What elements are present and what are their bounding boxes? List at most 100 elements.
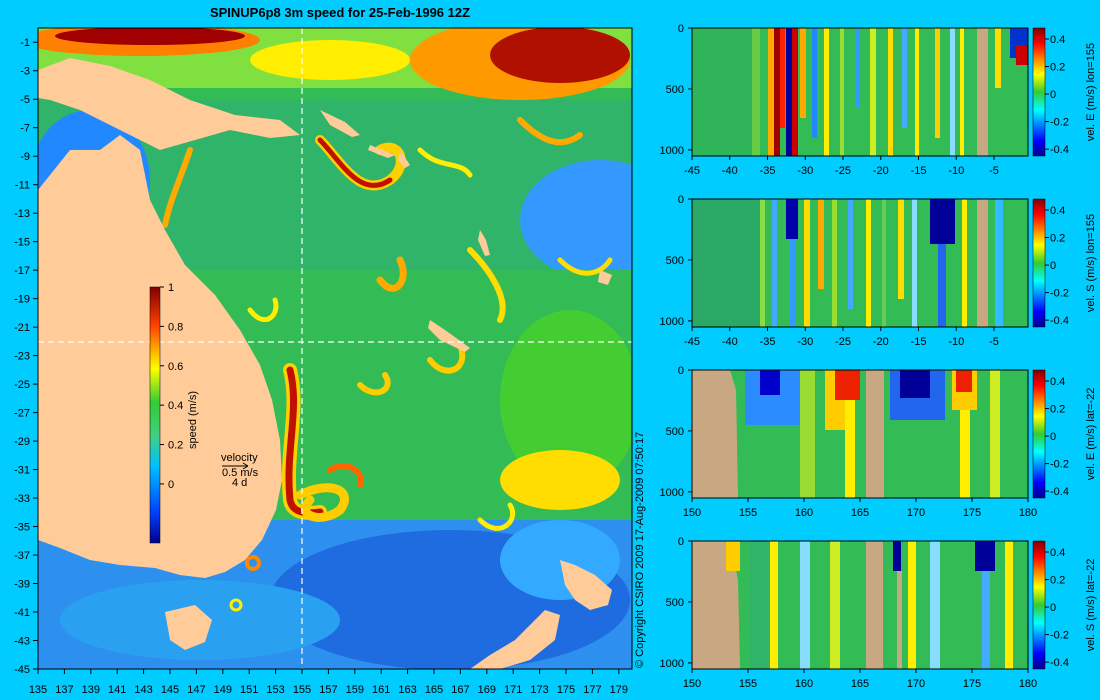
section-x-tick-label: 180 [1019, 678, 1037, 690]
map-x-tick-label: 145 [161, 684, 179, 696]
section-x-tick-label: 175 [963, 507, 981, 519]
map-y-tick-label: -31 [14, 465, 30, 477]
section-colorbar-tick-label: 0 [1050, 602, 1056, 614]
section-colorbar-tick-label: 0.4 [1050, 34, 1065, 46]
speed-colorbar-tick-label: 0.8 [168, 321, 183, 333]
section-colorbar [1032, 27, 1046, 157]
section-colorbar-tick-label: 0.2 [1050, 404, 1065, 416]
section-colorbar-tick-label: 0.2 [1050, 233, 1065, 245]
map-x-tick-label: 173 [530, 684, 548, 696]
map-y-tick-label: -43 [14, 636, 30, 648]
velocity-key-speed: 0.5 m/s [222, 467, 259, 479]
section-x-tick-label: -40 [722, 336, 738, 348]
section-x-tick-label: -10 [948, 336, 964, 348]
map-x-tick-label: 167 [451, 684, 469, 696]
speed-colorbar-ticks: 0 0.2 0.4 0.6 0.8 1 [160, 282, 183, 491]
section-y-tick-label: 0 [678, 23, 684, 35]
section-y-tick-label: 500 [666, 426, 684, 438]
map-y-tick-label: -29 [14, 436, 30, 448]
section-colorbar-tick-label: -0.4 [1050, 486, 1069, 498]
map-x-tick-label: 155 [293, 684, 311, 696]
map-x-tick-label: 165 [425, 684, 443, 696]
section-x-tick-label: -35 [760, 336, 776, 348]
map-x-tick-label: 139 [82, 684, 100, 696]
section-colorbar-tick-label: -0.2 [1050, 459, 1069, 471]
speed-colorbar [149, 286, 161, 544]
section-x-tick-label: -35 [760, 165, 776, 177]
section-colorbar-tick-label: -0.2 [1050, 630, 1069, 642]
map-axis-ticks: 135 137 139 141 143 145 147 149 151 153 155 157 159 1… [14, 37, 628, 696]
speed-colorbar-label: speed (m/s) [187, 391, 199, 449]
land-new-zealand-south [470, 610, 560, 669]
section-y-tick-label: 500 [666, 597, 684, 609]
section-x-tick-label: 160 [795, 507, 813, 519]
section-x-tick-label: -20 [873, 336, 889, 348]
map-panel: 135 137 139 141 143 145 147 149 151 153 155 157 159 1… [14, 27, 646, 696]
map-y-tick-label: -21 [14, 322, 30, 334]
section-panel-east-lon: vel. E (m/s) lon=155 [691, 27, 1097, 157]
map-y-tick-label: -45 [14, 664, 30, 676]
map-y-tick-label: -11 [15, 180, 30, 192]
copyright-notice: © Copyright CSIRO 2009 17-Aug-2009 07:50… [634, 432, 646, 668]
section-y-tick-label: 1000 [660, 316, 684, 328]
section-x-tick-label: 150 [683, 507, 701, 519]
section-colorbar [1032, 540, 1046, 670]
section-panel-south-lat: vel. S (m/s) lat=-22 [691, 540, 1097, 670]
section-panel-south-lon: vel. S (m/s) lon=155 [691, 198, 1097, 328]
map-y-tick-label: -39 [14, 579, 30, 591]
land-fiji [598, 270, 612, 285]
map-y-tick-label: -37 [14, 550, 30, 562]
map-x-tick-label: 151 [240, 684, 258, 696]
section-colorbar [1032, 369, 1046, 499]
map-x-tick-label: 179 [610, 684, 628, 696]
map-frame [37, 27, 633, 670]
section-x-tick-label: -10 [948, 165, 964, 177]
section-x-tick-label: -30 [797, 165, 813, 177]
section-panel-east-lat: vel. E (m/s) lat=-22 [691, 369, 1097, 499]
speed-colorbar-tick-label: 0.6 [168, 361, 183, 373]
map-x-tick-label: 149 [214, 684, 232, 696]
section-x-tick-label: -5 [989, 336, 999, 348]
map-y-tick-label: -7 [20, 123, 30, 135]
section-x-tick-label: -25 [835, 165, 851, 177]
velocity-key: velocity 0.5 m/s 4 d [221, 452, 259, 489]
map-y-tick-label: -3 [20, 66, 30, 78]
section-colorbar-tick-label: -0.4 [1050, 315, 1069, 327]
speed-colorbar-tick-label: 0.4 [168, 400, 183, 412]
section-panels: vel. E (m/s) lon=155 [660, 23, 1097, 690]
section-colorbar-tick-label: -0.4 [1050, 144, 1069, 156]
section-ylabel: vel. E (m/s) lat=-22 [1085, 388, 1097, 481]
speed-colorbar-tick-label: 0 [168, 479, 174, 491]
section-colorbar-tick-label: -0.2 [1050, 117, 1069, 129]
map-y-tick-label: -23 [14, 351, 30, 363]
map-y-tick-label: -41 [14, 607, 30, 619]
section-colorbar-tick-label: 0 [1050, 89, 1056, 101]
section-x-tick-label: 165 [851, 507, 869, 519]
section-ylabel: vel. S (m/s) lon=155 [1085, 214, 1097, 312]
section-x-tick-label: -40 [722, 165, 738, 177]
section-x-tick-label: 155 [739, 678, 757, 690]
map-x-tick-label: 137 [55, 684, 73, 696]
velocity-key-duration: 4 d [232, 477, 247, 489]
section-x-tick-label: -5 [989, 165, 999, 177]
map-x-tick-label: 141 [108, 684, 126, 696]
map-y-tick-label: -1 [20, 37, 30, 49]
map-y-tick-label: -35 [14, 522, 30, 534]
map-x-tick-label: 161 [372, 684, 390, 696]
map-y-tick-label: -5 [20, 94, 30, 106]
section-y-tick-label: 1000 [660, 487, 684, 499]
section-colorbar-tick-label: 0.4 [1050, 376, 1065, 388]
section-x-tick-label: 175 [963, 678, 981, 690]
section-ylabel: vel. E (m/s) lon=155 [1085, 43, 1097, 141]
section-x-tick-label: 170 [907, 678, 925, 690]
map-x-tick-label: 175 [557, 684, 575, 696]
section-colorbar-tick-label: 0 [1050, 431, 1056, 443]
figure-title: SPINUP6p8 3m speed for 25-Feb-1996 12Z [210, 5, 470, 20]
section-x-tick-label: -15 [911, 336, 927, 348]
map-x-tick-label: 163 [398, 684, 416, 696]
speed-colorbar-tick-label: 0.2 [168, 440, 183, 452]
land-solomon-islands [320, 110, 395, 158]
section-ylabel: vel. S (m/s) lat=-22 [1085, 559, 1097, 652]
map-y-tick-label: -33 [14, 493, 30, 505]
